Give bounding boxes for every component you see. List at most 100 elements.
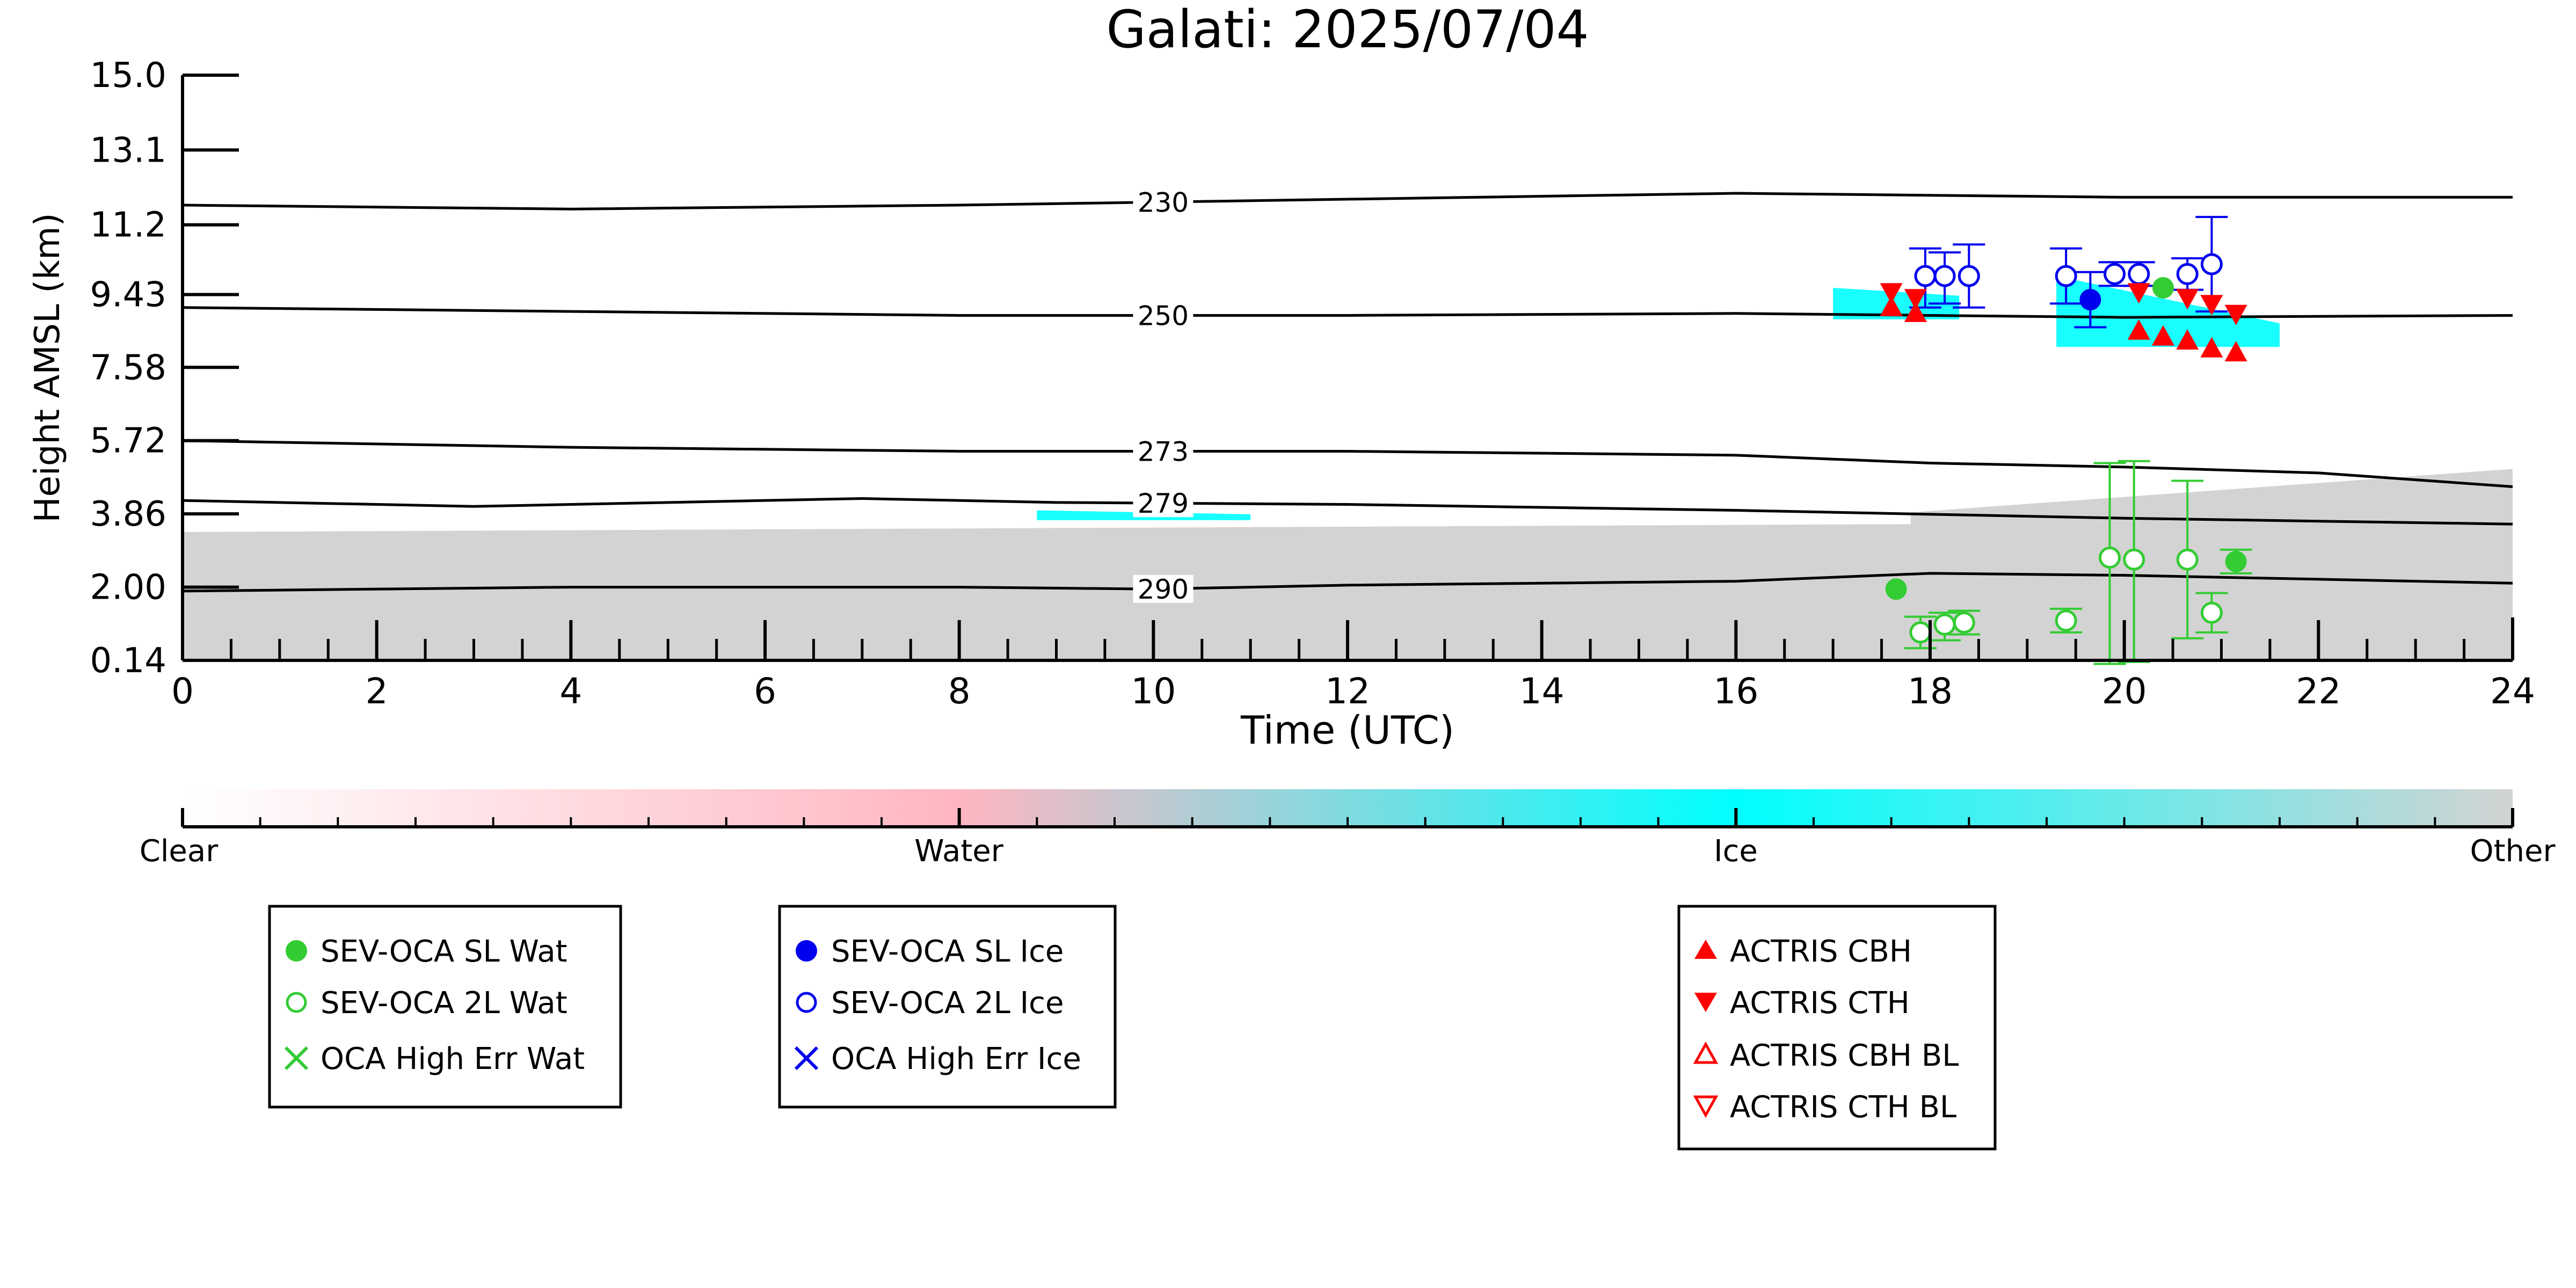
y-tick-label: 3.86 — [90, 494, 167, 534]
legend-water: SEV-OCA SL Wat SEV-OCA 2L Wat OCA High E… — [268, 905, 622, 1109]
x-tick-label: 14 — [1519, 671, 1564, 712]
y-tick-label: 13.1 — [90, 130, 167, 170]
legend-item: ACTRIS CTH — [1730, 986, 1910, 1021]
point-actris-cbh — [2176, 329, 2199, 350]
point-sev-oca-2l-ice — [2128, 263, 2150, 285]
point-actris-cth — [2224, 304, 2247, 325]
legend-item: ACTRIS CBH BL — [1730, 1038, 1959, 1073]
point-sev-oca-2l-ice — [2055, 265, 2077, 287]
point-actris-cbh — [1880, 295, 1903, 316]
isotherm-label: 230 — [1138, 187, 1189, 218]
chart-title: Galati: 2025/07/04 — [1106, 0, 1589, 60]
point-sev-oca-2l-ice — [1958, 265, 1980, 287]
point-actris-cbh — [1904, 301, 1927, 322]
x-tick-label: 6 — [754, 671, 776, 712]
cloud-field-other — [183, 524, 1911, 660]
isotherm-label-bg — [1133, 574, 1194, 603]
point-sev-oca-sl-wat — [1885, 578, 1907, 600]
isotherm-label-bg — [1133, 489, 1194, 518]
colorbar: Clear Water Ice Other — [140, 789, 2556, 869]
point-sev-oca-2l-wat — [1909, 621, 1932, 644]
legend-item: ACTRIS CBH — [1730, 934, 1912, 969]
legend-item: SEV-OCA SL Wat — [321, 934, 567, 969]
point-sev-oca-sl-wat — [2152, 277, 2174, 299]
point-sev-oca-2l-wat — [1933, 613, 1956, 636]
colorbar-ticks — [181, 808, 2514, 827]
isotherm-label-bg — [1133, 301, 1194, 330]
x-axis-label: Time (UTC) — [1240, 708, 1454, 753]
isotherm-label-bg — [1133, 188, 1194, 216]
y-ticks: 0.14 2.00 3.86 5.72 7.58 9.43 11.2 13.1 15.0 — [90, 56, 239, 681]
legend-item: SEV-OCA SL Ice — [831, 934, 1064, 969]
point-sev-oca-2l-ice — [2176, 263, 2199, 285]
x-tick-label: 20 — [2102, 671, 2147, 712]
point-actris-cth — [2176, 289, 2199, 310]
point-sev-oca-2l-ice — [2200, 253, 2223, 275]
point-sev-oca-2l-wat — [1953, 612, 1975, 634]
triangle-up-icon — [1694, 940, 1717, 959]
legend-item: OCA High Err Wat — [321, 1042, 585, 1076]
triangle-down-icon — [1694, 993, 1717, 1012]
cross-icon — [284, 1046, 309, 1071]
isotherm-label: 273 — [1138, 436, 1189, 468]
y-tick-label: 15.0 — [90, 56, 167, 96]
point-sev-oca-2l-ice — [2104, 263, 2126, 285]
legend-item: SEV-OCA 2L Ice — [831, 986, 1064, 1021]
legend-item: SEV-OCA 2L Wat — [321, 986, 567, 1021]
y-tick-label: 0.14 — [90, 641, 167, 681]
isotherm-label: 250 — [1138, 300, 1189, 331]
isotherm-line — [182, 572, 2513, 593]
point-sev-oca-2l-wat — [2123, 548, 2145, 571]
colorbar-label-ice: Ice — [1714, 834, 1758, 869]
point-actris-cbh — [2152, 325, 2174, 346]
isotherm-label: 279 — [1138, 488, 1189, 519]
filled-circle-icon — [796, 940, 817, 962]
x-ticks: 0 2 4 6 8 10 12 14 16 18 20 22 24 — [171, 620, 2535, 712]
point-sev-oca-2l-wat — [2099, 547, 2121, 569]
x-tick-label: 22 — [2296, 671, 2341, 712]
x-tick-label: 12 — [1325, 671, 1370, 712]
legend-item: ACTRIS CTH BL — [1730, 1090, 1956, 1125]
colorbar-label-water: Water — [914, 834, 1004, 869]
x-tick-label: 16 — [1713, 671, 1758, 712]
point-actris-cth — [1904, 289, 1927, 310]
colorbar-label-other: Other — [2470, 834, 2556, 869]
open-triangle-up-icon — [1693, 1041, 1719, 1064]
point-sev-oca-sl-wat — [2225, 550, 2247, 572]
legend-actris: ACTRIS CBH ACTRIS CTH ACTRIS CBH BL ACTR… — [1677, 905, 1997, 1151]
cloud-field-ice — [1833, 288, 1960, 319]
legend-actris-box — [1677, 905, 1997, 1151]
open-circle-icon — [796, 992, 817, 1013]
point-actris-cth — [2127, 283, 2150, 304]
y-tick-label: 7.58 — [90, 348, 167, 388]
data-markers — [1880, 253, 2247, 644]
point-sev-oca-2l-wat — [2176, 548, 2199, 571]
x-tick-label: 24 — [2490, 671, 2535, 712]
x-tick-label: 4 — [559, 671, 582, 712]
x-tick-label: 10 — [1131, 671, 1176, 712]
y-tick-label: 9.43 — [90, 275, 167, 315]
y-tick-label: 11.2 — [90, 206, 167, 245]
open-circle-icon — [286, 992, 307, 1013]
point-actris-cbh — [2127, 319, 2150, 340]
legend-ice: SEV-OCA SL Ice SEV-OCA 2L Ice OCA High E… — [778, 905, 1117, 1109]
isotherm-label: 290 — [1138, 574, 1189, 605]
point-actris-cth — [1880, 283, 1903, 304]
point-sev-oca-sl-ice — [2079, 289, 2101, 311]
y-tick-label: 5.72 — [90, 421, 167, 461]
point-actris-cth — [2200, 295, 2223, 316]
open-triangle-down-icon — [1693, 1095, 1719, 1118]
filled-circle-icon — [286, 940, 307, 962]
legend-ice-box — [778, 905, 1117, 1109]
isotherm-line — [182, 439, 2513, 489]
y-axis-label: Height AMSL (km) — [28, 213, 68, 523]
point-sev-oca-2l-ice — [1933, 265, 1956, 287]
point-sev-oca-2l-wat — [2200, 601, 2223, 624]
isotherm-line — [182, 497, 2513, 526]
y-tick-label: 2.00 — [90, 568, 167, 608]
point-sev-oca-2l-wat — [2055, 609, 2077, 632]
legend-item: OCA High Err Ice — [831, 1042, 1081, 1076]
point-sev-oca-2l-ice — [1914, 265, 1937, 287]
colorbar-label-clear: Clear — [140, 834, 219, 869]
